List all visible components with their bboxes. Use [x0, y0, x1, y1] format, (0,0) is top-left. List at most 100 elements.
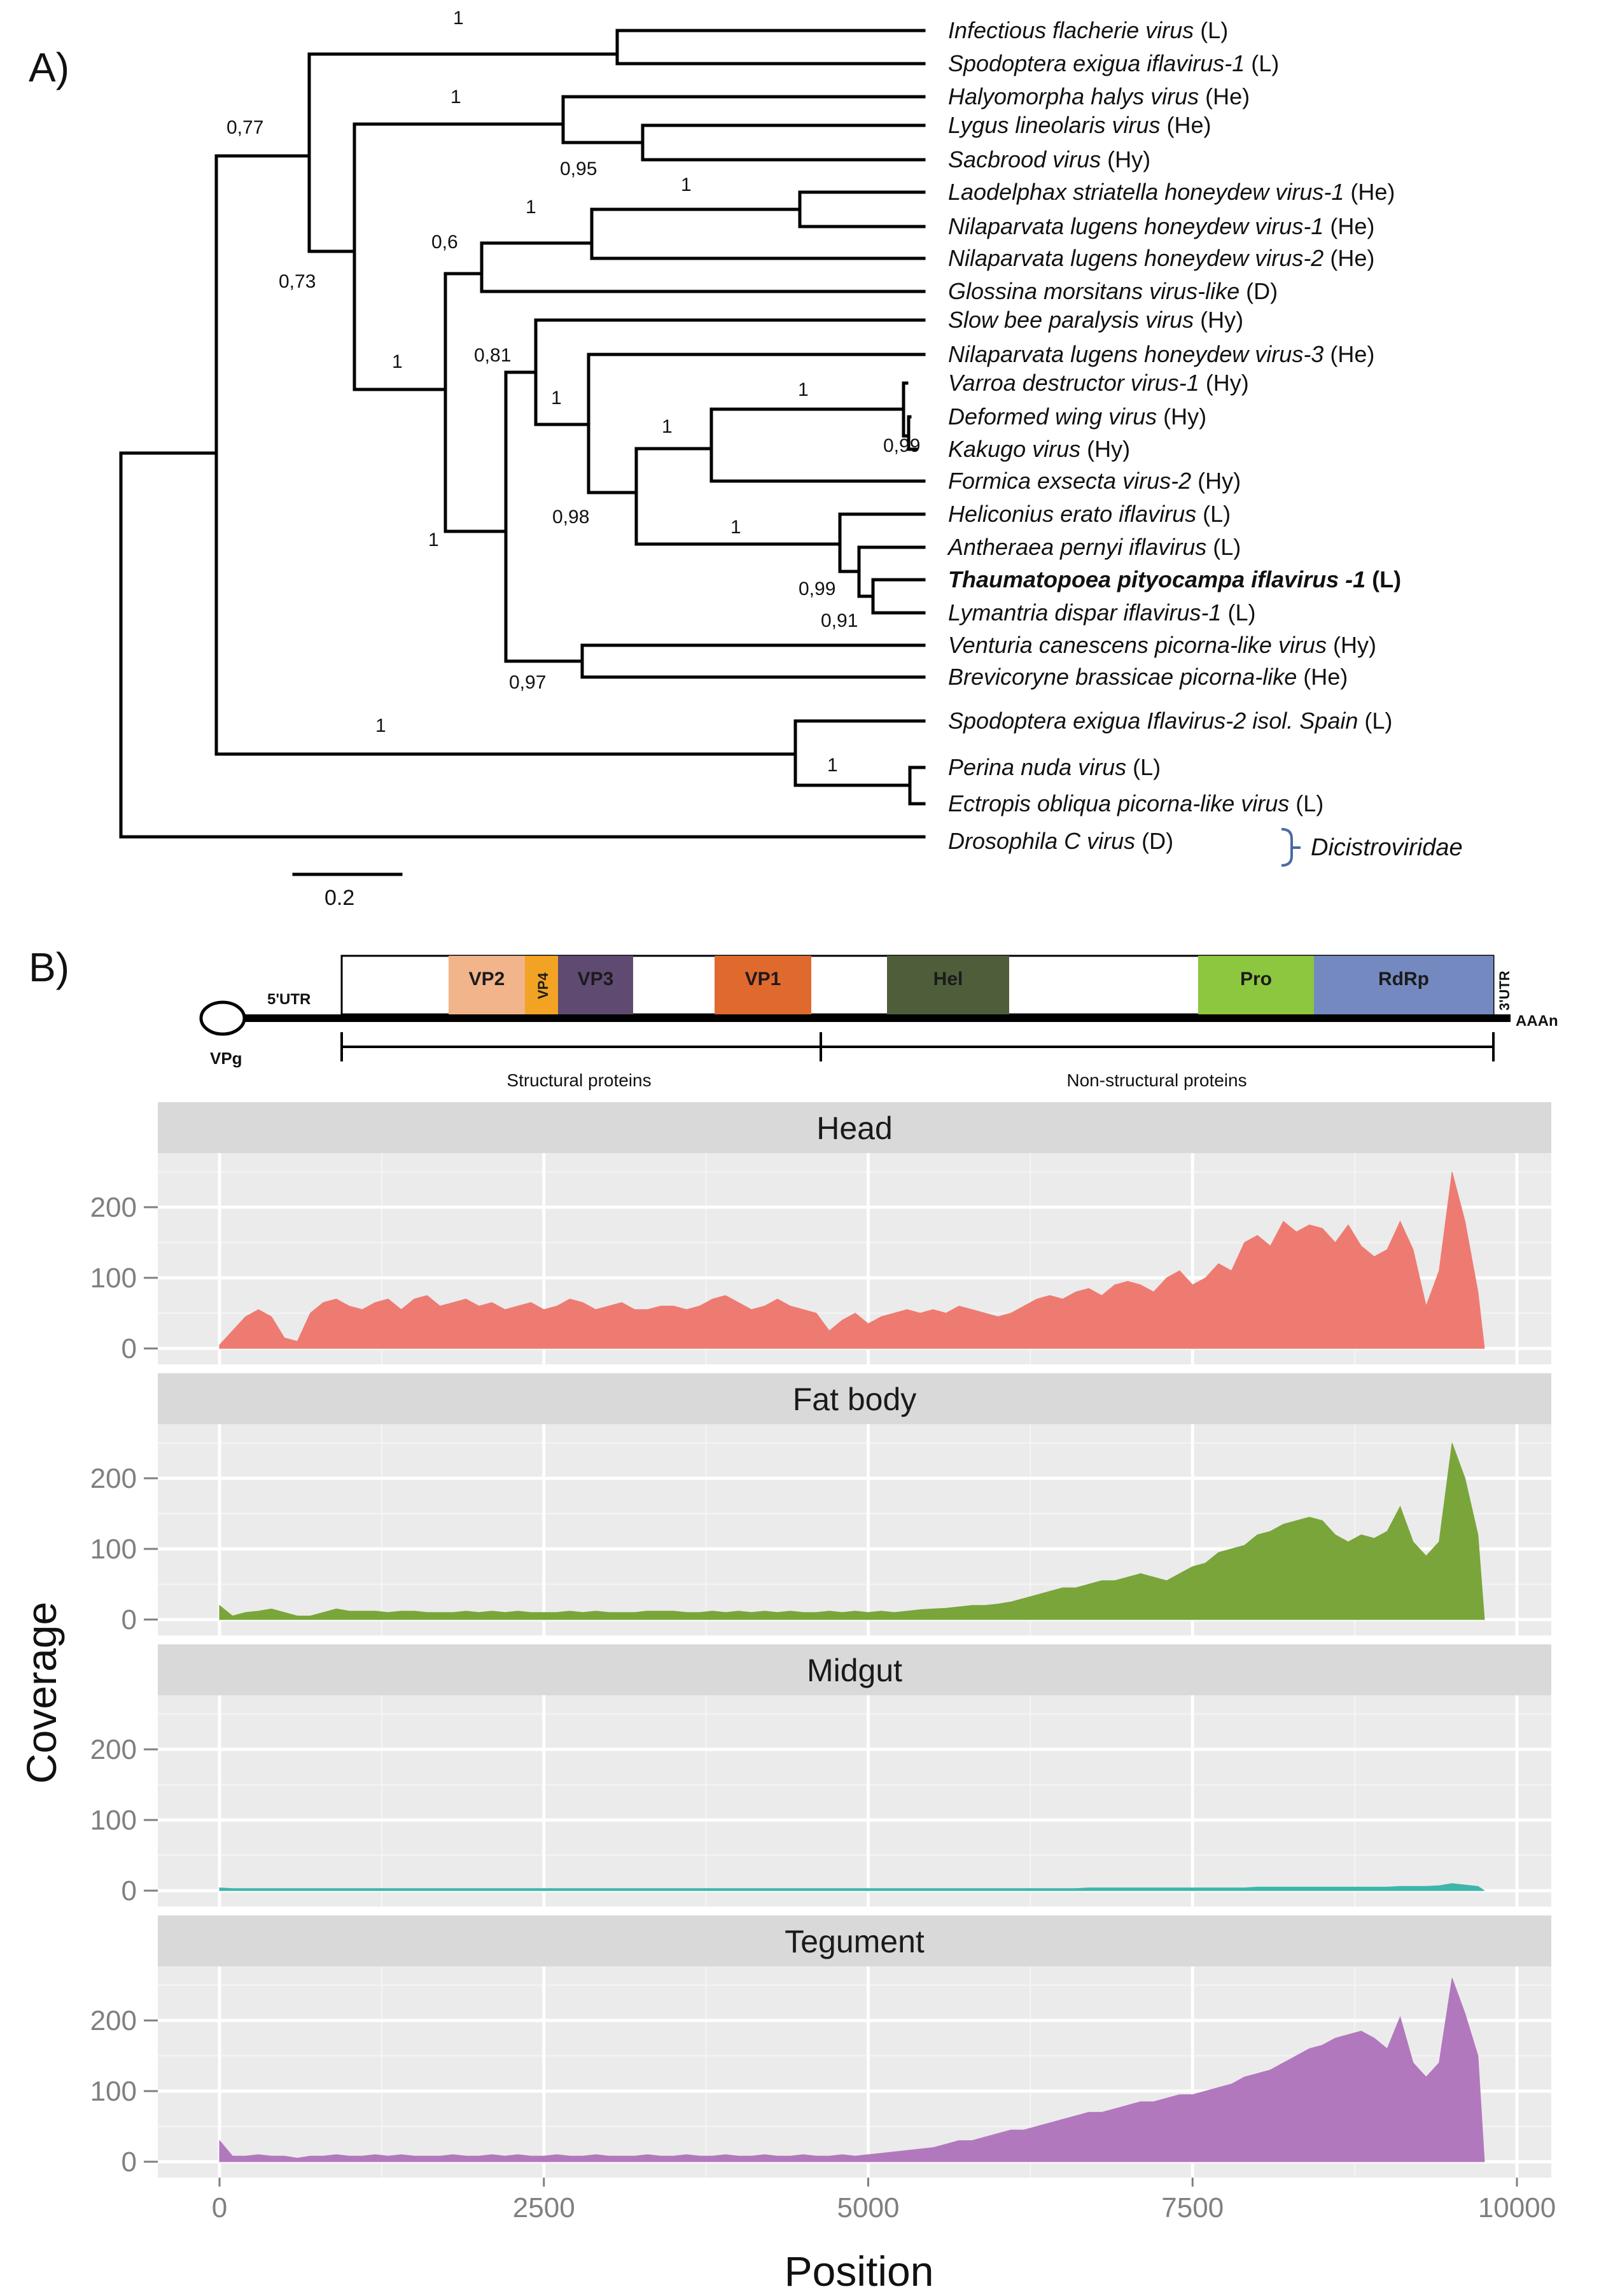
x-tick-label: 7500 — [1161, 2192, 1224, 2223]
facet-strip — [158, 1102, 1551, 1153]
leaf-label: Nilaparvata lugens honeydew virus-3 (He) — [948, 341, 1374, 367]
support-value: 1 — [453, 8, 464, 29]
y-tick-label: 100 — [90, 2076, 137, 2107]
support-value: 1 — [681, 174, 692, 195]
leaf-label: Drosophila C virus (D) — [948, 828, 1173, 854]
coverage-area — [219, 1443, 1485, 1620]
facet-midgut: Midgut 0 100 200 — [90, 1644, 1551, 1907]
segment-label: VP3 — [578, 969, 614, 990]
y-tick-label: 100 — [90, 1534, 137, 1565]
genome-segment — [887, 956, 1009, 1014]
genome-segment — [1314, 956, 1493, 1014]
segment-label: VP2 — [469, 969, 505, 990]
support-value: 0,98 — [552, 507, 589, 528]
leaf-label: Venturia canescens picorna-like virus (H… — [948, 632, 1376, 658]
leaf-label: Spodoptera exigua Iflavirus-2 isol. Spai… — [948, 708, 1392, 734]
support-value: 1 — [662, 416, 673, 437]
tree-leaf-labels: Infectious flacherie virus (L) Spodoptera… — [947, 17, 1401, 854]
leaf-label: Perina nuda virus (L) — [948, 754, 1161, 780]
panel-a-letter: A) — [29, 45, 69, 90]
segment-label: RdRp — [1378, 969, 1429, 990]
support-value: 1 — [526, 197, 536, 218]
facet-label: Fat body — [793, 1382, 917, 1417]
genome-segment — [449, 956, 525, 1014]
leaf-label: Brevicoryne brassicae picorna-like (He) — [948, 664, 1348, 690]
family-label: Dicistroviridae — [1311, 834, 1463, 861]
support-value: 0,73 — [279, 271, 316, 292]
facet-fat-body: Fat body 0 100 200 — [90, 1373, 1551, 1635]
tree-scale-label: 0.2 — [325, 886, 354, 910]
structural-label: Structural proteins — [506, 1070, 651, 1090]
support-value: 0,6 — [431, 232, 458, 253]
facet-label: Midgut — [807, 1653, 902, 1688]
support-value: 0,77 — [227, 117, 263, 138]
tree-support-values: 1 0,77 1 0,95 1 0,73 1 0,6 1 0,81 1 1 1 0,99 1 0,98 1 0,9… — [227, 8, 920, 776]
nonstructural-label: Non-structural proteins — [1066, 1070, 1246, 1090]
genome-map: VPg 5'UTR AAAn 3'UTR VP2 VP4 VP3 VP1 Hel Pro R… — [199, 955, 1558, 1090]
x-tick-label: 5000 — [837, 2192, 900, 2223]
support-value: 0,99 — [799, 578, 835, 599]
y-tick-label: 0 — [122, 1333, 137, 1364]
y-axis-title: Coverage — [18, 1602, 65, 1784]
leaf-label: Varroa destructor virus-1 (Hy) — [948, 370, 1249, 396]
coverage-area — [219, 1883, 1485, 1891]
leaf-label: Laodelphax striatella honeydew virus-1 (… — [948, 179, 1395, 205]
leaf-label: Halyomorpha halys virus (He) — [948, 83, 1250, 109]
vpg-circle — [199, 1000, 246, 1036]
leaf-label: Glossina morsitans virus-like (D) — [948, 278, 1278, 304]
polya-label: AAAn — [1516, 1012, 1558, 1030]
support-value: 1 — [450, 87, 461, 108]
genome-segment — [525, 956, 558, 1014]
support-value: 1 — [375, 715, 386, 736]
x-tick-label: 10000 — [1478, 2192, 1556, 2223]
vpg-label: VPg — [210, 1049, 242, 1068]
facet-panel — [158, 1695, 1551, 1907]
leaf-label: Nilaparvata lugens honeydew virus-1 (He) — [948, 213, 1374, 239]
genome-segment — [715, 956, 811, 1014]
facet-strip — [158, 1644, 1551, 1695]
segment-label: Pro — [1240, 969, 1272, 990]
utr3-label: 3'UTR — [1497, 970, 1512, 1011]
support-value: 1 — [730, 517, 741, 538]
leaf-label: Lygus lineolaris virus (He) — [948, 112, 1211, 138]
coverage-area — [219, 1172, 1485, 1349]
x-axis-title: Position — [785, 2248, 934, 2295]
utr5-label: 5'UTR — [267, 991, 311, 1008]
leaf-label: Slow bee paralysis virus (Hy) — [948, 307, 1243, 333]
y-tick-label: 0 — [122, 1604, 137, 1635]
x-axis: 0 2500 5000 7500 10000 — [212, 2178, 1556, 2223]
facet-label: Tegument — [785, 1924, 925, 1959]
panel-b-letter: B) — [29, 944, 69, 990]
support-value: 1 — [551, 388, 562, 409]
leaf-label: Kakugo virus (Hy) — [948, 436, 1130, 462]
segment-label: VP1 — [745, 969, 781, 990]
leaf-label: Spodoptera exigua iflavirus-1 (L) — [948, 50, 1279, 76]
support-value: 1 — [428, 529, 439, 550]
leaf-label: Heliconius erato iflavirus (L) — [948, 501, 1231, 527]
leaf-label: Ectropis obliqua picorna-like virus (L) — [948, 790, 1323, 816]
x-tick-label: 2500 — [513, 2192, 575, 2223]
genome-segment — [1198, 956, 1314, 1014]
facet-label: Head — [816, 1110, 893, 1146]
genome-segments: VP2 VP4 VP3 VP1 Hel Pro RdRp — [449, 956, 1493, 1014]
y-tick-label: 100 — [90, 1263, 137, 1294]
leaf-label: Antheraea pernyi iflavirus (L) — [947, 534, 1241, 560]
y-tick-label: 200 — [90, 2005, 137, 2036]
genome-segment — [558, 956, 633, 1014]
y-tick-label: 200 — [90, 1192, 137, 1223]
segment-label: VP4 — [535, 972, 551, 999]
y-tick-label: 200 — [90, 1463, 137, 1494]
facet-tegument: Tegument 0 100 200 — [90, 1915, 1551, 2178]
leaf-label: Nilaparvata lugens honeydew virus-2 (He) — [948, 245, 1374, 271]
leaf-label: Thaumatopoea pityocampa iflavirus -1 (L) — [948, 566, 1401, 592]
y-tick-label: 200 — [90, 1734, 137, 1765]
support-value: 0,91 — [821, 610, 858, 631]
support-value: 1 — [392, 351, 403, 372]
y-tick-label: 100 — [90, 1805, 137, 1836]
facet-strip — [158, 1373, 1551, 1424]
x-tick-label: 0 — [212, 2192, 227, 2223]
support-value: 0,97 — [509, 672, 546, 693]
support-value: 1 — [827, 755, 838, 776]
